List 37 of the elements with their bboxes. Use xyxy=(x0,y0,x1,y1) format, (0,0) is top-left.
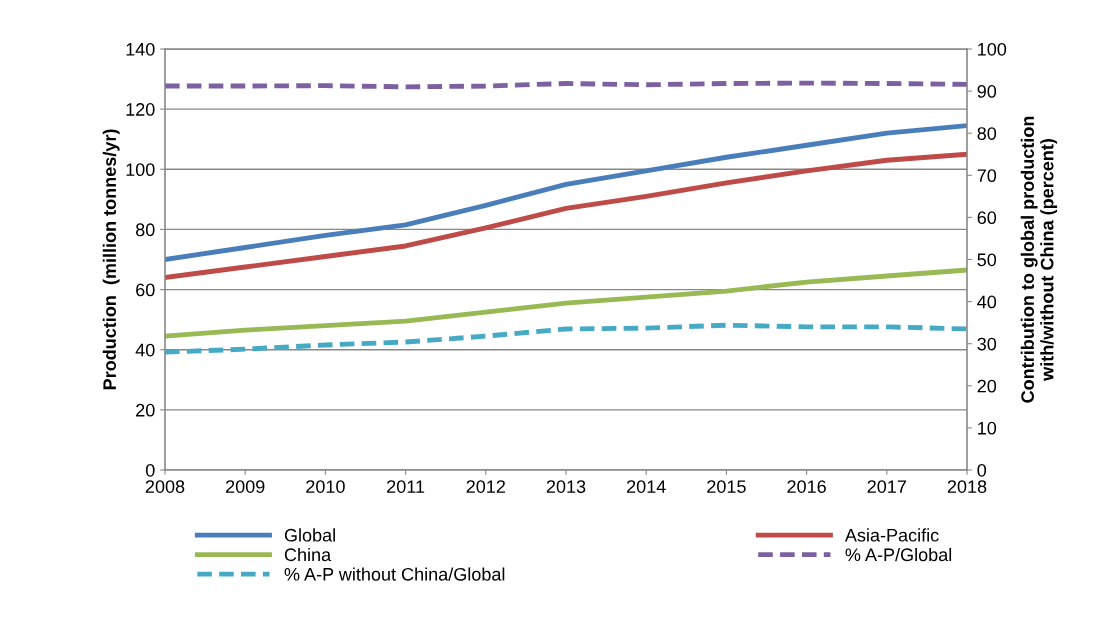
y2-tick-label: 70 xyxy=(977,169,997,183)
y-tick-label: 20 xyxy=(136,403,155,417)
y2-tick-label: 20 xyxy=(977,379,997,393)
y-axis-title: Production (million tonnes/yr) xyxy=(102,129,120,390)
y2-tick-label: 30 xyxy=(977,337,997,351)
x-tick-label: 2008 xyxy=(145,480,185,493)
legend-label: % A-P/Global xyxy=(845,547,952,562)
y2-tick-label: 50 xyxy=(977,253,997,267)
y2-tick-label: 10 xyxy=(978,421,997,435)
y2-tick-label: 60 xyxy=(977,211,997,225)
y-tick-label: 60 xyxy=(136,283,155,297)
x-tick-label: 2011 xyxy=(387,480,425,493)
y2-axis-title: Contribution to global production with/without China (percent) xyxy=(1020,116,1058,403)
x-tick-label: 2013 xyxy=(546,480,586,493)
y-tick-label: 40 xyxy=(135,343,155,357)
y-tick-label: 0 xyxy=(145,463,155,477)
legend-label: Global xyxy=(284,528,335,542)
y2-tick-label: 80 xyxy=(977,127,997,140)
legend-label: % A-P without China/Global xyxy=(284,567,505,581)
y2-tick-label: 0 xyxy=(977,463,987,477)
y-tick-label: 120 xyxy=(126,103,155,116)
x-tick-label: 2012 xyxy=(466,480,505,493)
x-tick-label: 2009 xyxy=(226,480,265,493)
x-tick-label: 2014 xyxy=(627,480,666,493)
x-tick-label: 2018 xyxy=(947,480,987,493)
x-tick-label: 2016 xyxy=(787,480,826,493)
y2-tick-label: 40 xyxy=(977,295,997,309)
y-tick-label: 100 xyxy=(126,163,155,177)
legend-label: China xyxy=(284,547,332,562)
y2-tick-label: 90 xyxy=(977,85,997,98)
x-tick-label: 2017 xyxy=(867,480,906,493)
y-tick-label: 140 xyxy=(126,42,155,56)
y2-tick-label: 100 xyxy=(978,42,1007,56)
y-tick-label: 80 xyxy=(135,223,155,237)
x-tick-label: 2010 xyxy=(306,480,345,493)
x-tick-label: 2015 xyxy=(707,480,746,493)
legend-label: Asia-Pacific xyxy=(844,528,939,542)
